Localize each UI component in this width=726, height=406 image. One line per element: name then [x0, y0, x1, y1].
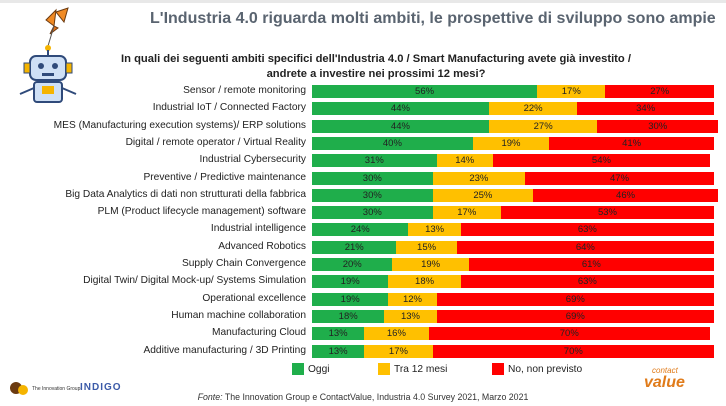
- bar-segment-oggi: 19%: [312, 275, 389, 289]
- tig-logo-icon: [10, 382, 28, 395]
- legend-item-tra12: Tra 12 mesi: [378, 363, 447, 375]
- bar-segment-tra12: 19%: [392, 258, 469, 271]
- slide-title: L'Industria 4.0 riguarda molti ambiti, l…: [150, 10, 716, 27]
- bar-segment-oggi: 44%: [312, 102, 489, 116]
- tig-logo-text: The Innovation Group: [32, 386, 81, 392]
- robot-butterfly-illustration: [19, 7, 77, 103]
- bar-segment-tra12: 13%: [384, 309, 437, 323]
- bar-segment-no: 69%: [436, 292, 714, 306]
- bar-segment-no: 34%: [577, 102, 714, 116]
- category-label: Supply Chain Convergence: [181, 258, 306, 269]
- survey-question-line2: andrete a investire nei prossimi 12 mesi…: [266, 68, 486, 80]
- contactvalue-logo-big: value: [644, 374, 685, 391]
- source-text: The Innovation Group e ContactValue, Ind…: [222, 392, 529, 402]
- legend-label-oggi: Oggi: [308, 363, 330, 375]
- contactvalue-logo-small: contact: [652, 366, 678, 375]
- bar-segment-tra12: 13%: [408, 223, 461, 237]
- bar-segment-oggi: 30%: [312, 171, 433, 185]
- bar-segment-no: 27%: [605, 85, 714, 98]
- category-label: Sensor / remote monitoring: [183, 85, 306, 96]
- bar-segment-tra12: 27%: [488, 119, 598, 133]
- bar-segment-no: 63%: [460, 223, 714, 237]
- bar-segment-tra12: 25%: [432, 188, 534, 202]
- robot-icon: [19, 45, 77, 103]
- category-label: Additive manufacturing / 3D Printing: [143, 344, 306, 356]
- bar-segment-oggi: 20%: [312, 258, 393, 271]
- bar-segment-tra12: 17%: [432, 206, 501, 220]
- bar-segment-oggi: 31%: [312, 154, 437, 168]
- bar-segment-no: 30%: [597, 119, 718, 133]
- legend-item-oggi: Oggi: [292, 363, 330, 375]
- bar-segment-tra12: 16%: [364, 327, 429, 341]
- source-note: Fonte: The Innovation Group e ContactVal…: [0, 392, 726, 402]
- legend-swatch-no: [492, 363, 504, 375]
- legend-label-tra12: Tra 12 mesi: [394, 363, 448, 375]
- bar-segment-tra12: 23%: [432, 171, 526, 185]
- bar-segment-tra12: 19%: [472, 136, 550, 150]
- bar-segment-oggi: 24%: [312, 223, 409, 237]
- category-label: Advanced Robotics: [218, 240, 306, 252]
- bar-segment-tra12: 22%: [488, 102, 578, 116]
- category-label: Industrial Cybersecurity: [199, 154, 306, 166]
- bar-segment-no: 47%: [525, 171, 714, 185]
- bar-segment-oggi: 56%: [312, 85, 538, 98]
- bar-segment-no: 69%: [436, 309, 714, 323]
- bar-segment-oggi: 30%: [312, 206, 433, 220]
- bar-segment-oggi: 30%: [312, 188, 433, 202]
- bar-segment-oggi: 13%: [312, 344, 365, 358]
- legend-swatch-oggi: [292, 363, 304, 375]
- legend-swatch-tra12: [378, 363, 390, 375]
- bar-segment-oggi: 21%: [312, 240, 397, 254]
- bar-segment-oggi: 19%: [312, 292, 389, 306]
- bar-segment-no: 64%: [456, 240, 714, 254]
- survey-question-line1: In quali dei seguenti ambiti specifici d…: [121, 53, 631, 65]
- bar-segment-no: 54%: [492, 154, 710, 168]
- survey-question: In quali dei seguenti ambiti specifici d…: [96, 52, 656, 82]
- bar-segment-no: 46%: [533, 188, 718, 202]
- indigo-logo: INDIGO: [80, 382, 122, 393]
- bar-segment-tra12: 17%: [537, 85, 606, 98]
- bar-segment-tra12: 17%: [364, 344, 433, 358]
- category-label: Industrial intelligence: [210, 223, 306, 235]
- category-label: Industrial IoT / Connected Factory: [152, 102, 306, 114]
- category-label: Digital / remote operator / Virtual Real…: [125, 136, 306, 148]
- category-label: MES (Manufacturing execution systems)/ E…: [53, 119, 306, 131]
- bar-segment-tra12: 18%: [388, 275, 461, 289]
- bar-segment-oggi: 18%: [312, 309, 385, 323]
- bar-segment-no: 41%: [549, 136, 714, 150]
- bar-segment-oggi: 40%: [312, 136, 473, 150]
- bar-segment-no: 63%: [460, 275, 714, 289]
- bar-segment-no: 70%: [428, 327, 710, 341]
- contactvalue-logo: contact value: [644, 366, 685, 392]
- category-label: Big Data Analytics di dati non struttura…: [65, 188, 306, 200]
- source-prefix: Fonte:: [197, 392, 223, 402]
- legend-item-no: No, non previsto: [492, 363, 582, 375]
- category-label: Digital Twin/ Digital Mock-up/ Systems S…: [83, 275, 306, 287]
- bar-segment-tra12: 12%: [388, 292, 437, 306]
- bar-segment-no: 61%: [468, 258, 714, 271]
- category-label: Preventive / Predictive maintenance: [143, 171, 306, 183]
- bar-segment-tra12: 15%: [396, 240, 457, 254]
- category-label: PLM (Product lifecycle management) softw…: [97, 206, 306, 218]
- tig-logo: The Innovation Group: [8, 378, 80, 402]
- category-label: Operational excellence: [202, 292, 306, 304]
- bar-segment-no: 53%: [500, 206, 714, 220]
- top-rule: [0, 0, 726, 3]
- bar-segment-tra12: 14%: [436, 154, 493, 168]
- butterfly-icon: [45, 7, 69, 47]
- legend-label-no: No, non previsto: [508, 363, 583, 375]
- bar-segment-oggi: 13%: [312, 327, 365, 341]
- category-label: Manufacturing Cloud: [211, 327, 306, 339]
- category-label: Human machine collaboration: [171, 309, 306, 321]
- bar-segment-oggi: 44%: [312, 119, 489, 133]
- bar-segment-no: 70%: [432, 344, 714, 358]
